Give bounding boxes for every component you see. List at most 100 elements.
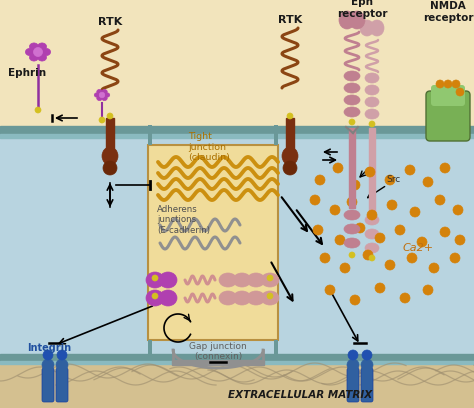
Ellipse shape — [435, 195, 445, 205]
Ellipse shape — [369, 255, 375, 261]
Ellipse shape — [261, 273, 279, 287]
Ellipse shape — [349, 119, 355, 125]
Bar — [0, 134, 474, 138]
Ellipse shape — [29, 43, 38, 50]
Ellipse shape — [344, 107, 360, 117]
Ellipse shape — [29, 54, 38, 61]
Ellipse shape — [26, 49, 35, 55]
Text: RTK: RTK — [278, 15, 302, 25]
Bar — [0, 130, 474, 360]
Ellipse shape — [456, 88, 464, 96]
Bar — [369, 128, 375, 213]
Ellipse shape — [99, 92, 105, 98]
Ellipse shape — [152, 293, 158, 299]
Ellipse shape — [335, 235, 345, 245]
Ellipse shape — [325, 285, 335, 295]
Ellipse shape — [94, 93, 100, 97]
Ellipse shape — [387, 200, 397, 210]
Bar — [172, 360, 264, 365]
Ellipse shape — [375, 233, 385, 243]
Text: NMDA
receptor: NMDA receptor — [423, 1, 473, 23]
Ellipse shape — [423, 177, 433, 187]
Ellipse shape — [440, 227, 450, 237]
Ellipse shape — [355, 223, 365, 233]
Ellipse shape — [287, 113, 293, 119]
Ellipse shape — [436, 80, 444, 88]
Bar — [0, 361, 474, 364]
Ellipse shape — [330, 205, 340, 215]
Ellipse shape — [429, 263, 439, 273]
Bar — [0, 354, 474, 361]
Ellipse shape — [219, 273, 237, 287]
Ellipse shape — [444, 80, 452, 88]
Text: Src: Src — [387, 175, 401, 184]
Ellipse shape — [347, 359, 359, 371]
Ellipse shape — [405, 165, 415, 175]
Ellipse shape — [313, 225, 323, 235]
Ellipse shape — [423, 285, 433, 295]
Ellipse shape — [159, 272, 177, 288]
Ellipse shape — [348, 350, 358, 360]
Ellipse shape — [57, 350, 67, 360]
Ellipse shape — [34, 47, 43, 56]
Ellipse shape — [219, 291, 237, 305]
Text: Ephrin: Ephrin — [8, 68, 46, 78]
Ellipse shape — [350, 295, 360, 305]
Ellipse shape — [375, 283, 385, 293]
Bar — [0, 0, 474, 130]
Ellipse shape — [349, 252, 355, 258]
Ellipse shape — [102, 96, 107, 100]
Ellipse shape — [362, 350, 372, 360]
Ellipse shape — [37, 43, 46, 50]
Ellipse shape — [152, 275, 158, 281]
Ellipse shape — [417, 237, 427, 247]
Ellipse shape — [146, 290, 164, 306]
Text: EXTRACELLULAR MATRIX: EXTRACELLULAR MATRIX — [228, 390, 372, 400]
Ellipse shape — [407, 253, 417, 263]
Bar — [106, 118, 114, 148]
Ellipse shape — [365, 243, 379, 253]
Text: Eph
receptor: Eph receptor — [337, 0, 387, 19]
Ellipse shape — [361, 359, 373, 371]
Text: Tight
junction
(claudin): Tight junction (claudin) — [188, 132, 230, 162]
Ellipse shape — [340, 263, 350, 273]
Ellipse shape — [283, 161, 297, 175]
Bar — [148, 125, 152, 145]
Bar — [274, 125, 278, 145]
Ellipse shape — [97, 89, 102, 94]
Ellipse shape — [99, 117, 105, 123]
FancyBboxPatch shape — [426, 91, 470, 141]
FancyBboxPatch shape — [42, 368, 54, 402]
Bar — [148, 145, 278, 340]
Text: RTK: RTK — [98, 17, 122, 27]
Text: Integrin: Integrin — [27, 343, 71, 353]
Ellipse shape — [146, 272, 164, 288]
Ellipse shape — [282, 147, 298, 165]
Ellipse shape — [42, 49, 51, 55]
Ellipse shape — [344, 238, 360, 248]
Ellipse shape — [103, 161, 117, 175]
Ellipse shape — [365, 85, 379, 95]
Ellipse shape — [349, 11, 365, 29]
Ellipse shape — [102, 89, 107, 94]
Ellipse shape — [104, 93, 109, 97]
Ellipse shape — [315, 175, 325, 185]
Bar — [349, 128, 355, 208]
Text: Adherens
junctions
(E-cadherin): Adherens junctions (E-cadherin) — [157, 205, 210, 235]
Bar — [0, 360, 474, 408]
Ellipse shape — [365, 167, 375, 177]
Ellipse shape — [107, 113, 113, 119]
Ellipse shape — [247, 273, 265, 287]
Ellipse shape — [344, 71, 360, 81]
Bar — [148, 340, 152, 360]
Ellipse shape — [42, 359, 54, 371]
FancyBboxPatch shape — [56, 368, 68, 402]
Ellipse shape — [233, 273, 251, 287]
Ellipse shape — [344, 224, 360, 234]
Ellipse shape — [410, 207, 420, 217]
Ellipse shape — [440, 163, 450, 173]
FancyBboxPatch shape — [347, 368, 359, 402]
Ellipse shape — [385, 260, 395, 270]
Ellipse shape — [365, 109, 379, 119]
Ellipse shape — [43, 350, 53, 360]
